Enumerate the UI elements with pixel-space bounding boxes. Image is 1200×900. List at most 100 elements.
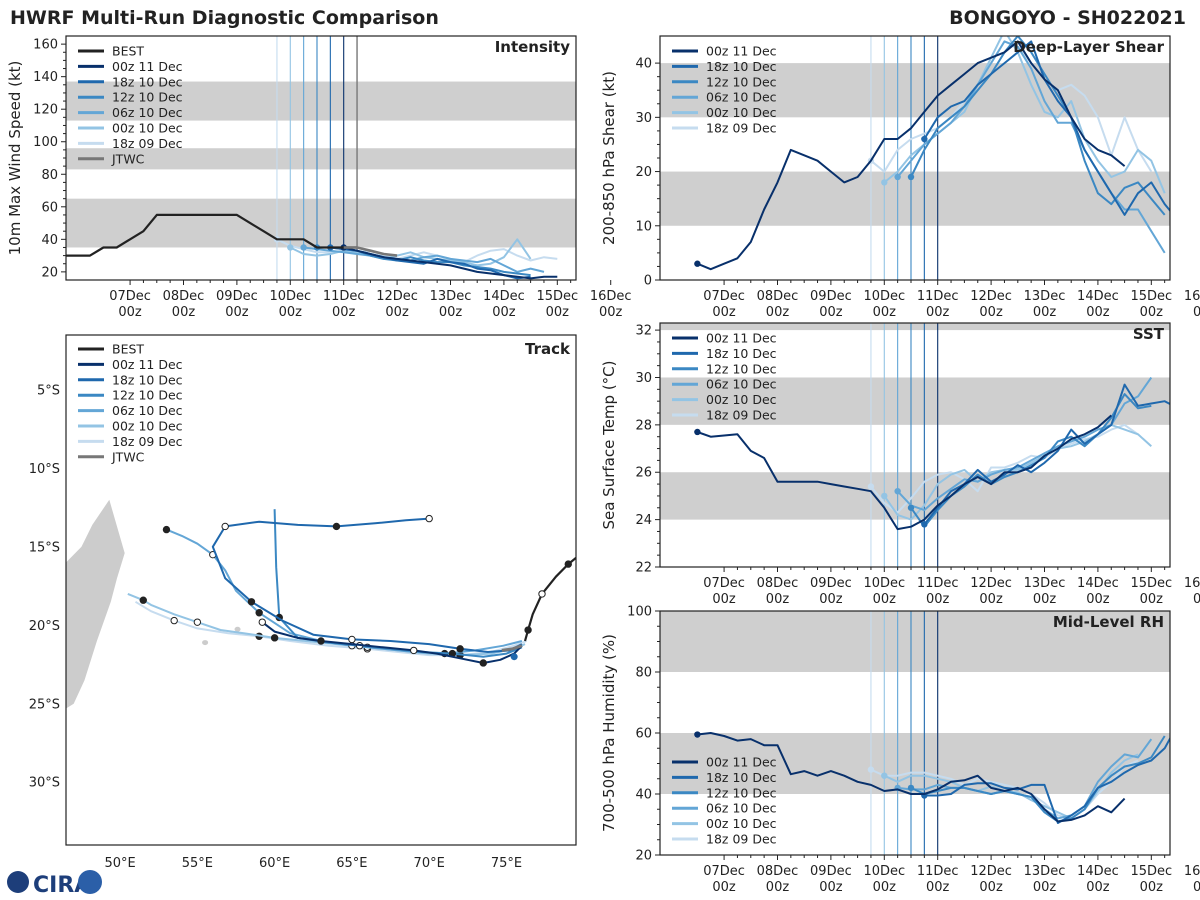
lon-tick-label: 60°E	[259, 856, 290, 871]
x-tick-date: 10Dec	[863, 576, 905, 591]
track-point	[255, 609, 263, 617]
y-tick-label: 100	[627, 605, 652, 620]
shaded-band	[66, 148, 576, 170]
x-tick-hour: 00z	[546, 305, 570, 320]
x-tick-hour: 00z	[1033, 880, 1057, 895]
x-tick-date: 07Dec	[703, 289, 745, 304]
shaded-band	[660, 472, 1170, 520]
x-tick-hour: 00z	[873, 592, 897, 607]
x-tick-hour: 00z	[979, 305, 1003, 320]
x-tick-hour: 00z	[172, 305, 196, 320]
series-init-point	[867, 483, 875, 490]
series-line-0	[697, 40, 1126, 271]
legend-label: 00z 10 Dec	[112, 419, 183, 434]
y-tick-label: 0	[644, 274, 652, 289]
x-tick-hour: 00z	[766, 880, 790, 895]
track-point	[170, 616, 178, 625]
x-tick-hour: 00z	[118, 305, 142, 320]
x-tick-hour: 00z	[873, 880, 897, 895]
x-tick-date: 07Dec	[109, 289, 151, 304]
series-line-3	[303, 246, 545, 273]
x-tick-date: 10Dec	[269, 289, 311, 304]
legend-label: 18z 09 Dec	[706, 832, 777, 847]
lat-tick-label: 5°S	[37, 383, 60, 398]
series-init-point	[907, 173, 915, 181]
lon-tick-label: 75°E	[491, 856, 522, 871]
x-tick-date: 12Dec	[970, 289, 1012, 304]
x-tick-date: 12Dec	[970, 864, 1012, 879]
y-tick-label: 60	[41, 200, 58, 215]
x-tick-hour: 00z	[1140, 305, 1164, 320]
legend-label: 00z 10 Dec	[706, 816, 777, 831]
x-tick-date: 11Dec	[917, 864, 959, 879]
y-tick-label: 40	[41, 233, 58, 248]
legend-label: 00z 11 Dec	[706, 755, 777, 770]
panel-title: Intensity	[495, 38, 571, 56]
axes-frame	[659, 322, 1171, 568]
series-line-3	[896, 40, 1166, 254]
x-tick-hour: 00z	[766, 305, 790, 320]
x-tick-hour: 00z	[819, 592, 843, 607]
lat-tick-label: 15°S	[29, 540, 60, 555]
figure-title: HWRF Multi-Run Diagnostic Comparison	[10, 7, 439, 29]
x-tick-date: 15Dec	[1130, 289, 1172, 304]
series-init-point	[907, 784, 915, 792]
x-tick-date: 07Dec	[703, 576, 745, 591]
track-point	[456, 645, 464, 653]
legend-label: 18z 09 Dec	[112, 434, 183, 449]
x-tick-hour: 00z	[819, 880, 843, 895]
x-tick-hour: 00z	[332, 305, 356, 320]
x-tick-hour: 00z	[979, 880, 1003, 895]
panel-shear: 01020304007Dec00z08Dec00z09Dec00z10Dec00…	[600, 35, 1200, 320]
lat-tick-label: 10°S	[29, 462, 60, 477]
panel-title: Mid-Level RH	[1053, 613, 1164, 631]
x-tick-date: 13Dec	[1024, 576, 1066, 591]
track-point	[247, 598, 256, 606]
x-tick-date: 11Dec	[917, 576, 959, 591]
x-tick-date: 14Dec	[483, 289, 525, 304]
series-init-point	[694, 428, 701, 436]
y-tick-label: 20	[635, 165, 652, 180]
x-tick-hour: 00z	[766, 592, 790, 607]
panel-track: 50°E 55°E 60°E 65°E 70°E 75°E 5°S 10°S 15°S 20°S 2…	[29, 334, 577, 871]
series-line-1	[924, 736, 1170, 824]
best-track-point	[564, 560, 572, 568]
shaded-band	[660, 63, 1170, 118]
shaded-band	[660, 377, 1170, 425]
legend-label: 00z 10 Dec	[706, 392, 777, 407]
x-tick-date: 14Dec	[1077, 864, 1119, 879]
shaded-band	[660, 171, 1170, 226]
lon-tick-label: 65°E	[336, 856, 367, 871]
legend-label: 06z 10 Dec	[706, 90, 777, 105]
y-tick-label: 40	[635, 57, 652, 72]
series-line-1	[923, 40, 1170, 216]
series-init-point	[921, 521, 928, 528]
panel-intensity: 2040608010012014016007Dec00z08Dec00z09De…	[6, 35, 632, 320]
legend-label: 18z 10 Dec	[706, 59, 777, 74]
x-tick-hour: 00z	[1193, 305, 1200, 320]
legend-label: 12z 10 Dec	[706, 785, 777, 800]
track-point	[332, 522, 341, 531]
series-line-4	[289, 238, 532, 267]
x-tick-hour: 00z	[1033, 592, 1057, 607]
x-tick-hour: 00z	[279, 305, 303, 320]
x-tick-date: 08Dec	[163, 289, 205, 304]
series-line-0	[343, 246, 558, 280]
legend-label: 00z 11 Dec	[706, 44, 777, 59]
y-tick-label: 80	[41, 168, 58, 183]
x-tick-hour: 00z	[712, 880, 736, 895]
x-tick-hour: 00z	[712, 592, 736, 607]
x-tick-hour: 00z	[599, 305, 623, 320]
track-point	[479, 659, 487, 667]
x-tick-hour: 00z	[712, 305, 736, 320]
y-axis-label: 200-850 hPa Shear (kt)	[600, 71, 618, 245]
x-tick-hour: 00z	[1193, 592, 1200, 607]
legend-label: 18z 10 Dec	[112, 74, 183, 89]
series-init-point	[694, 731, 701, 738]
y-tick-label: 100	[33, 135, 58, 150]
legend-label: 12z 10 Dec	[706, 361, 777, 376]
track-point	[425, 514, 433, 523]
